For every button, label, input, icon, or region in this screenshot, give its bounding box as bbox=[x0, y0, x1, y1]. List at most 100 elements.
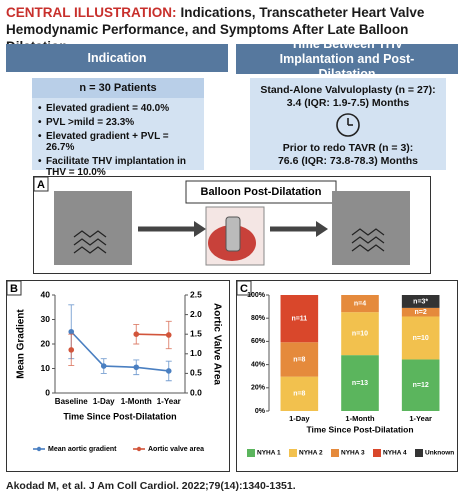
bar-segment bbox=[401, 359, 440, 411]
point bbox=[68, 328, 75, 335]
bar-label: n=8 bbox=[293, 356, 305, 363]
y-tick-label: 10 bbox=[41, 363, 51, 373]
bar-segment bbox=[341, 295, 379, 313]
indication-item: PVL >mild = 23.3% bbox=[38, 117, 198, 128]
chart-c: C 0% 20% 40% 60% 80% 100% n=8 n=8 n=11 1-Day n=13 n=… bbox=[236, 280, 458, 472]
indication-subtitle: n = 30 Patients bbox=[32, 78, 204, 98]
panel-label: B bbox=[10, 283, 18, 295]
bar-segment bbox=[401, 295, 440, 308]
bar-label: n=3* bbox=[413, 298, 428, 305]
timing-value: 3.4 (IQR: 1.9-7.5) Months bbox=[286, 97, 410, 109]
legend-swatch bbox=[331, 449, 339, 457]
bar-segment bbox=[341, 312, 379, 356]
y2-tick-label: 2.0 bbox=[190, 309, 202, 319]
bar-label: n=12 bbox=[413, 382, 429, 389]
stent bbox=[351, 228, 385, 252]
header-label: CENTRAL ILLUSTRATION: bbox=[6, 5, 177, 20]
y-tick-label: 100% bbox=[247, 292, 266, 299]
timing-label: Stand-Alone Valvuloplasty (n = 27): bbox=[260, 84, 436, 96]
x-axis-label: Time Since Post-Dilatation bbox=[306, 424, 413, 434]
y-tick-label: 80% bbox=[251, 315, 266, 322]
x-tick-label: 1-Day bbox=[93, 397, 115, 406]
chart-b: B 0 10 20 30 40 0.0 0.5 1.0 1.5 2.0 2.5 Baseline 1-Da… bbox=[6, 280, 230, 472]
stent bbox=[73, 230, 107, 254]
legend-label: NYHA 1 bbox=[257, 450, 281, 457]
citation: Akodad M, et al. J Am Coll Cardiol. 2022… bbox=[6, 480, 296, 492]
point bbox=[133, 331, 140, 337]
y-tick-label: 20% bbox=[251, 385, 266, 392]
x-axis-label: Time Since Post-Dilatation bbox=[63, 411, 176, 421]
x-tick-label: 1-Month bbox=[121, 397, 152, 406]
y2-tick-label: 1.0 bbox=[190, 348, 202, 358]
timing-box: Stand-Alone Valvuloplasty (n = 27): 3.4 … bbox=[250, 78, 446, 170]
bar-label: n=2 bbox=[415, 309, 427, 316]
x-tick-label: 1-Day bbox=[289, 414, 310, 423]
legend-swatch bbox=[289, 449, 297, 457]
series-line bbox=[70, 331, 169, 372]
y-axis-label: Mean Gradient bbox=[16, 309, 27, 379]
bar-segment bbox=[401, 316, 440, 360]
legend-swatch bbox=[415, 449, 423, 457]
y-tick-label: 20 bbox=[41, 338, 51, 348]
bar-label: n=10 bbox=[413, 335, 429, 342]
y2-tick-label: 2.5 bbox=[190, 289, 202, 299]
legend-label: NYHA 2 bbox=[299, 450, 323, 457]
panel-label: C bbox=[240, 283, 248, 295]
bar-label: n=13 bbox=[352, 380, 368, 387]
legend-swatch bbox=[373, 449, 381, 457]
bar-label: n=8 bbox=[293, 391, 305, 398]
series-line bbox=[136, 333, 169, 336]
legend-label: NYHA 4 bbox=[383, 450, 407, 457]
y-tick-label: 40% bbox=[251, 361, 266, 368]
indication-box: n = 30 Patients Elevated gradient = 40.0… bbox=[32, 78, 204, 178]
x-tick-label: Baseline bbox=[55, 397, 88, 406]
timing-value: 76.6 (IQR: 73.8-78.3) Months bbox=[277, 155, 419, 167]
bar-segment bbox=[280, 295, 319, 343]
point bbox=[165, 368, 172, 374]
arrow-head bbox=[316, 221, 328, 237]
point bbox=[68, 347, 75, 353]
indication-list: Elevated gradient = 40.0% PVL >mild = 23… bbox=[32, 103, 204, 178]
y2-tick-label: 1.5 bbox=[190, 328, 202, 338]
legend-label: Unknown bbox=[425, 450, 454, 457]
point bbox=[133, 364, 140, 371]
y-tick-label: 40 bbox=[41, 289, 51, 299]
panel-a: A Balloon Post-Dilatation bbox=[33, 176, 431, 274]
y-tick-label: 30 bbox=[41, 314, 51, 324]
y-tick-label: 60% bbox=[251, 338, 266, 345]
panel-label-box bbox=[237, 281, 252, 296]
bar-segment bbox=[280, 342, 319, 377]
bar-label: n=4 bbox=[354, 300, 366, 307]
legend-swatch bbox=[247, 449, 255, 457]
point bbox=[165, 332, 172, 338]
balloon bbox=[225, 216, 241, 252]
indication-item: Elevated gradient + PVL = 26.7% bbox=[38, 131, 198, 153]
y-tick-label: 0 bbox=[45, 387, 50, 397]
y2-tick-label: 0.0 bbox=[190, 387, 202, 397]
bar-label: n=10 bbox=[352, 331, 368, 338]
timing-title: Time Between THV Implantation and Post-D… bbox=[236, 37, 458, 81]
bar-segment bbox=[401, 307, 440, 317]
x-tick-label: 1-Month bbox=[345, 414, 375, 423]
indication-title: Indication bbox=[6, 44, 228, 72]
panel-a-drawing: A Balloon Post-Dilatation bbox=[33, 176, 410, 266]
panel-a-title: Balloon Post-Dilatation bbox=[201, 186, 322, 198]
x-tick-label: 1-Year bbox=[157, 397, 181, 406]
arrow-head bbox=[194, 221, 206, 237]
panel-label-box bbox=[7, 281, 22, 296]
legend-label: Aortic valve area bbox=[148, 446, 204, 453]
clock-icon bbox=[336, 113, 360, 137]
bar-segment bbox=[280, 376, 319, 411]
indication-item: Facilitate THV implantation in THV = 10.… bbox=[38, 156, 198, 178]
point bbox=[100, 363, 107, 369]
bar-segment bbox=[341, 355, 379, 411]
legend-label: NYHA 3 bbox=[341, 450, 365, 457]
angiogram-after bbox=[332, 191, 410, 265]
y2-axis-label: Aortic Valve Area bbox=[211, 303, 222, 385]
panel-label: A bbox=[37, 179, 45, 191]
angiogram-before bbox=[54, 191, 132, 265]
timing-label: Prior to redo TAVR (n = 3): bbox=[282, 142, 414, 154]
legend-marker bbox=[136, 446, 142, 452]
indication-item: Elevated gradient = 40.0% bbox=[38, 103, 198, 114]
